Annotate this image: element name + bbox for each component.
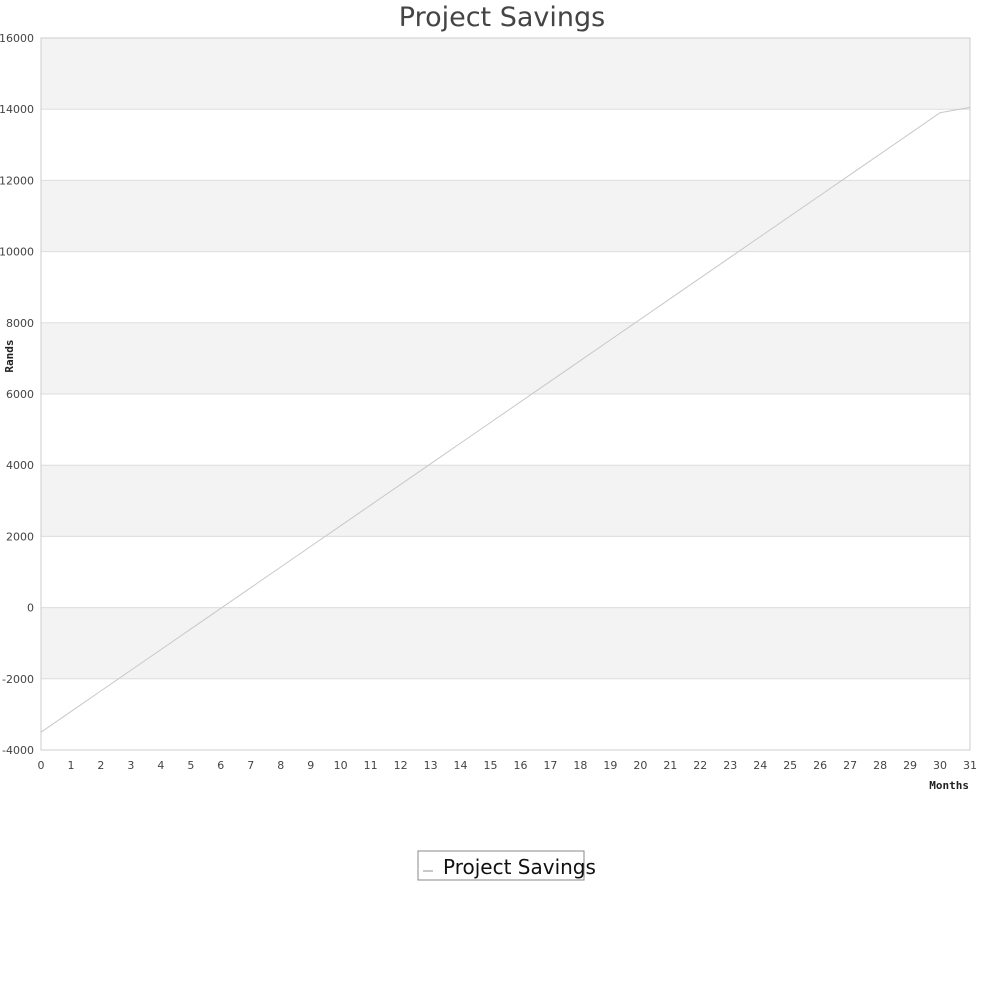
x-tick-label: 5 [187, 759, 194, 772]
grid-band [41, 322, 970, 394]
x-tick-label: 0 [38, 759, 45, 772]
x-axis-ticks: 0 1 2 3 4 5 6 7 8 9 10 11 12 13 14 15 16 17 18 19 20 21 22 23 24… [38, 759, 978, 772]
x-tick-label: 19 [603, 759, 617, 772]
x-tick-label: 29 [903, 759, 917, 772]
grid-band [41, 607, 970, 679]
y-tick-label: -2000 [2, 673, 34, 686]
y-axis-ticks: -4000 -2000 0 2000 4000 6000 8000 10000 12000 140… [0, 32, 34, 757]
x-tick-label: 9 [307, 759, 314, 772]
x-tick-label: 21 [663, 759, 677, 772]
x-tick-label: 11 [364, 759, 378, 772]
y-tick-label: 8000 [6, 317, 34, 330]
x-tick-label: 12 [394, 759, 408, 772]
x-tick-label: 8 [277, 759, 284, 772]
legend: Project Savings [417, 850, 596, 881]
y-tick-label: 4000 [6, 459, 34, 472]
grid-band [41, 678, 970, 750]
grid-band [41, 536, 970, 608]
x-tick-label: 23 [723, 759, 737, 772]
grid-band [41, 465, 970, 537]
y-tick-label: 6000 [6, 388, 34, 401]
series-line [40, 106, 971, 733]
series-group [40, 106, 971, 733]
chart-title: Project Savings [399, 2, 605, 33]
grid-band [41, 251, 970, 323]
x-axis-title: Months [929, 779, 969, 792]
x-tick-label: 4 [157, 759, 164, 772]
y-tick-label: 14000 [0, 103, 34, 116]
x-tick-label: 14 [454, 759, 468, 772]
y-tick-label: 12000 [0, 174, 34, 187]
y-axis-title: Rands [3, 339, 16, 372]
y-tick-label: 10000 [0, 246, 34, 259]
y-tick-label: 2000 [6, 530, 34, 543]
grid-band [41, 38, 970, 110]
legend-box [417, 850, 585, 881]
x-tick-label: 10 [334, 759, 348, 772]
y-tick-label: 0 [27, 602, 34, 615]
x-tick-label: 18 [573, 759, 587, 772]
grid-band [41, 109, 970, 181]
x-tick-label: 15 [484, 759, 498, 772]
x-tick-label: 30 [933, 759, 947, 772]
x-tick-label: 20 [633, 759, 647, 772]
x-tick-label: 13 [424, 759, 438, 772]
x-tick-label: 16 [513, 759, 527, 772]
x-tick-label: 6 [217, 759, 224, 772]
x-tick-label: 1 [67, 759, 74, 772]
y-tick-label: -4000 [2, 744, 34, 757]
plot-area-frame [40, 37, 971, 751]
x-tick-label: 24 [753, 759, 767, 772]
x-tick-label: 28 [873, 759, 887, 772]
x-tick-label: 2 [97, 759, 104, 772]
x-tick-label: 7 [247, 759, 254, 772]
x-tick-label: 3 [127, 759, 134, 772]
legend-label: Project Savings [443, 855, 596, 879]
grid-band [41, 394, 970, 466]
y-tick-label: 16000 [0, 32, 34, 45]
x-tick-label: 27 [843, 759, 857, 772]
x-tick-label: 22 [693, 759, 707, 772]
x-tick-label: 25 [783, 759, 797, 772]
grid-band [41, 180, 970, 252]
grid-bands [41, 38, 970, 750]
x-tick-label: 26 [813, 759, 827, 772]
x-tick-label: 17 [543, 759, 557, 772]
x-tick-label: 31 [963, 759, 977, 772]
